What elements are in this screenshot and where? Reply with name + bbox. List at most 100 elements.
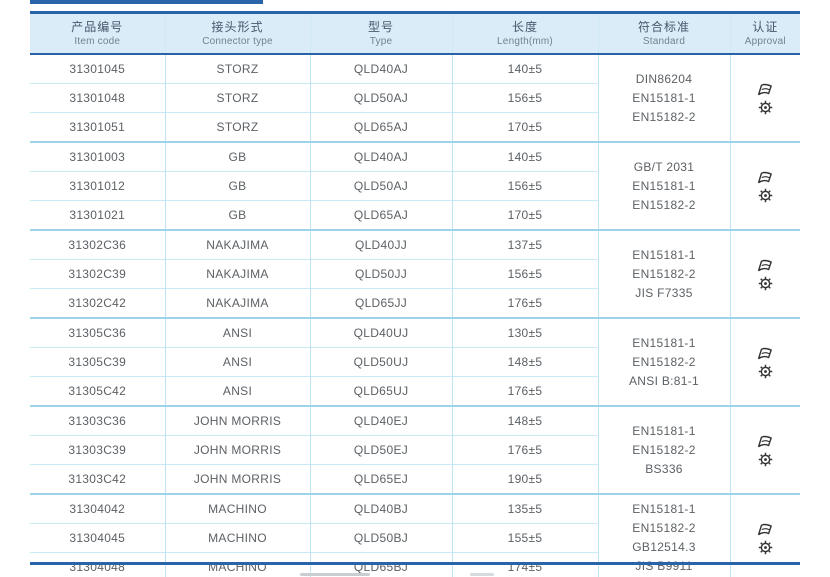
- connector-type-cell: STORZ: [164, 54, 310, 84]
- col-header-en: Approval: [744, 35, 786, 47]
- wheelmark-icon: [731, 276, 801, 291]
- item-code-cell: 31301045: [30, 54, 165, 84]
- approval-cell: [729, 317, 801, 406]
- col-header-zh: 产品编号: [71, 19, 124, 34]
- table-row: 31303C42 JOHN MORRIS QLD65EJ 190±5: [30, 464, 800, 494]
- table-row: 31305C39 ANSI QLD50UJ 148±5: [30, 347, 800, 377]
- table-row: 31302C42 NAKAJIMA QLD65JJ 176±5: [30, 288, 800, 318]
- type-cell: QLD65JJ: [309, 288, 452, 318]
- connector-type-cell: GB: [164, 141, 310, 172]
- approval-cell: [729, 405, 801, 494]
- length-cell: 190±5: [451, 464, 598, 494]
- col-header-connector-type: 接头形式 Connector type: [164, 11, 310, 55]
- cert-logo-icon: [731, 170, 801, 185]
- col-header-en: Connector type: [202, 35, 273, 47]
- standard-line: EN15182-2: [632, 197, 696, 212]
- standard-line: EN15181-1: [632, 247, 696, 262]
- length-cell: 176±5: [451, 288, 598, 318]
- wheelmark-icon: [731, 540, 801, 555]
- standard-cell: EN15181-1 EN15182-2 BS336: [597, 405, 730, 494]
- connector-type-cell: JOHN MORRIS: [164, 405, 310, 436]
- cert-logo-icon: [731, 82, 801, 97]
- standard-line: ANSI B:81-1: [629, 373, 699, 388]
- product-spec-table: 产品编号 Item code 接头形式 Connector type 型号 Ty…: [30, 11, 800, 577]
- connector-type-cell: GB: [164, 200, 310, 230]
- length-cell: 130±5: [451, 317, 598, 348]
- standard-line: JIS B9911: [635, 559, 693, 573]
- standard-line: JIS F7335: [635, 285, 693, 300]
- type-cell: QLD50AJ: [309, 171, 452, 201]
- cert-logo-icon: [731, 434, 801, 449]
- connector-type-cell: JOHN MORRIS: [164, 464, 310, 494]
- standard-cell: GB/T 2031 EN15181-1 EN15182-2: [597, 141, 730, 230]
- wheelmark-icon: [731, 452, 801, 467]
- length-cell: 170±5: [451, 200, 598, 230]
- type-cell: QLD40BJ: [309, 493, 452, 524]
- length-cell: 137±5: [451, 229, 598, 260]
- table-row: 31304045 MACHINO QLD50BJ 155±5: [30, 523, 800, 553]
- table-body: 31301045 STORZ QLD40AJ 140±5 DIN86204 EN15181…: [30, 54, 800, 577]
- col-header-zh: 认证: [752, 19, 779, 34]
- cert-logo-icon: [731, 346, 801, 361]
- col-header-en: Item code: [74, 35, 121, 47]
- table-header: 产品编号 Item code 接头形式 Connector type 型号 Ty…: [30, 11, 800, 55]
- item-code-cell: 31305C42: [30, 376, 165, 406]
- type-cell: QLD65EJ: [309, 464, 452, 494]
- standard-line: GB12514.3: [632, 540, 696, 554]
- item-code-cell: 31304042: [30, 493, 165, 524]
- col-header-en: Standard: [642, 35, 686, 47]
- item-code-cell: 31301012: [30, 171, 165, 201]
- approval-cell: [729, 54, 801, 142]
- col-header-standard: 符合标准 Standard: [597, 11, 730, 55]
- cropped-bottom-artifact: [300, 573, 370, 576]
- standard-cell: EN15181-1 EN15182-2 ANSI B:81-1: [597, 317, 730, 406]
- wheelmark-icon: [731, 100, 801, 115]
- approval-cell: [729, 229, 801, 318]
- col-header-length: 长度 Length(mm): [451, 11, 598, 55]
- connector-type-cell: JOHN MORRIS: [164, 435, 310, 465]
- length-cell: 176±5: [451, 435, 598, 465]
- standard-line: EN15182-2: [632, 442, 696, 457]
- table-row: 31302C36 NAKAJIMA QLD40JJ 137±5 EN15181-1 EN1…: [30, 229, 800, 318]
- connector-type-cell: NAKAJIMA: [164, 229, 310, 260]
- length-cell: 148±5: [451, 347, 598, 377]
- item-code-cell: 31303C39: [30, 435, 165, 465]
- type-cell: QLD50EJ: [309, 435, 452, 465]
- standard-line: EN15182-2: [632, 354, 696, 369]
- col-header-en: Type: [369, 35, 393, 47]
- cert-logo-icon: [731, 522, 801, 537]
- standard-line: EN15181-1: [632, 423, 696, 438]
- length-cell: 140±5: [451, 141, 598, 172]
- wheelmark-icon: [731, 188, 801, 203]
- type-cell: QLD65UJ: [309, 376, 452, 406]
- item-code-cell: 31305C39: [30, 347, 165, 377]
- item-code-cell: 31302C39: [30, 259, 165, 289]
- col-header-zh: 符合标准: [637, 19, 690, 34]
- col-header-item-code: 产品编号 Item code: [30, 11, 165, 55]
- length-cell: 156±5: [451, 171, 598, 201]
- col-header-zh: 长度: [511, 19, 538, 34]
- connector-type-cell: ANSI: [164, 317, 310, 348]
- type-cell: QLD40AJ: [309, 141, 452, 172]
- item-code-cell: 31302C42: [30, 288, 165, 318]
- table-row: 31301048 STORZ QLD50AJ 156±5: [30, 83, 800, 113]
- type-cell: QLD65AJ: [309, 112, 452, 142]
- length-cell: 135±5: [451, 493, 598, 524]
- table-row: 31305C42 ANSI QLD65UJ 176±5: [30, 376, 800, 406]
- table-row: 31305C36 ANSI QLD40UJ 130±5 EN15181-1 EN15182…: [30, 317, 800, 406]
- item-code-cell: 31301051: [30, 112, 165, 142]
- col-header-en: Length(mm): [497, 35, 553, 47]
- item-code-cell: 31305C36: [30, 317, 165, 348]
- item-code-cell: 31302C36: [30, 229, 165, 260]
- type-cell: QLD50UJ: [309, 347, 452, 377]
- wheelmark-icon: [731, 364, 801, 379]
- table-row: 31303C39 JOHN MORRIS QLD50EJ 176±5: [30, 435, 800, 465]
- table-row: 31304042 MACHINO QLD40BJ 135±5 EN15181-1 EN15…: [30, 493, 800, 577]
- connector-type-cell: STORZ: [164, 112, 310, 142]
- length-cell: 170±5: [451, 112, 598, 142]
- col-header-zh: 型号: [367, 19, 394, 34]
- length-cell: 155±5: [451, 523, 598, 553]
- col-header-approval: 认证 Approval: [729, 11, 800, 55]
- type-cell: QLD65AJ: [309, 200, 452, 230]
- item-code-cell: 31304045: [30, 523, 165, 553]
